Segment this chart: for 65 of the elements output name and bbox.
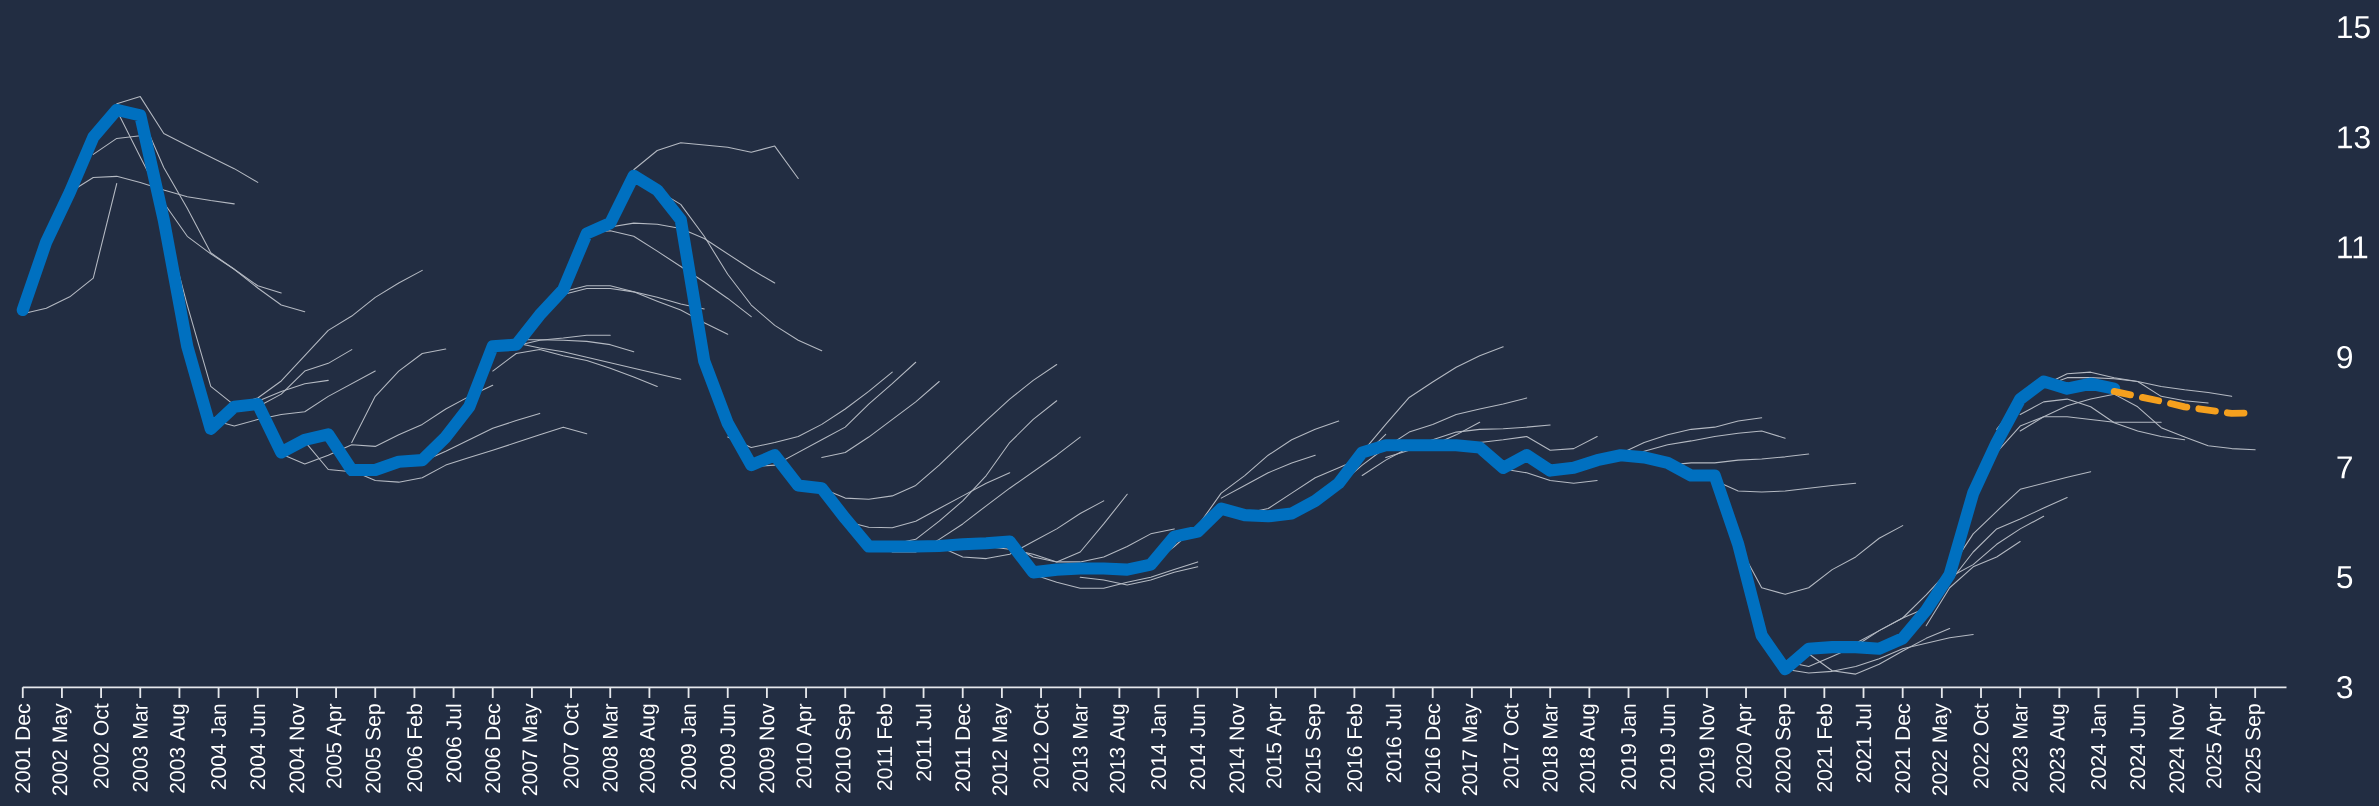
x-tick-label: 2005 Apr [326,703,346,789]
x-tick-label: 2015 Sep [1305,704,1325,793]
x-tick-label: 2025 Sep [2245,704,2265,793]
x-tick-label: 2004 Jan [211,704,227,790]
x-tick-label: 2009 Jan [681,704,697,790]
x-tick-label: 2012 May [992,703,1012,796]
x-tick-label: 2008 Aug [639,704,659,793]
x-tick-label: 2012 Oct [1033,703,1049,789]
x-tick-label: 2017 May [1462,703,1482,796]
x-tick-label: 2006 Feb [406,704,423,792]
x-tick-label: 2016 Feb [1346,704,1363,792]
x-tick-label: 2009 Nov [759,703,775,793]
x-tick-label: 2013 Mar [1072,703,1088,792]
x-tick-label: 2023 Mar [2012,703,2028,792]
x-tick-label: 2013 Aug [1109,704,1129,793]
x-tick-label: 2003 Aug [169,704,189,793]
x-tick-label: 2024 Nov [2169,703,2185,793]
x-tick-label: 2011 Feb [876,704,893,791]
y-tick-label: 15 [2338,16,2370,39]
y-tick-label: 3 [2337,676,2353,699]
x-tick-label: 2006 Jul [445,704,462,783]
x-tick-label: 2022 May [1932,703,1952,796]
x-tick-label: 2024 Jun [2130,704,2146,790]
x-tick-label: 2011 Dec [955,704,971,792]
y-tick-label: 11 [2338,236,2368,259]
x-tick-label: 2014 Jan [1151,704,1167,790]
x-tick-label: 2019 Jan [1621,704,1637,790]
x-tick-label: 2019 Jun [1660,704,1676,790]
x-tick-label: 2016 Dec [1425,704,1441,793]
x-tick-label: 2001 Dec [15,704,31,793]
y-tick-label: 13 [2338,126,2370,149]
y-tick-label: 9 [2337,346,2352,369]
x-tick-label: 2014 Nov [1229,703,1245,793]
x-tick-label: 2007 Oct [563,703,579,789]
x-tick-label: 2008 Mar [602,703,618,792]
x-tick-label: 2010 Sep [835,704,855,793]
x-tick-label: 2021 Dec [1895,704,1911,793]
y-tick-label: 5 [2337,566,2353,589]
x-tick-label: 2020 Sep [1775,704,1795,793]
x-tick-label: 2025 Apr [2206,703,2226,789]
x-tick-label: 2015 Apr [1266,703,1286,789]
x-tick-label: 2018 Mar [1542,703,1558,792]
x-tick-label: 2004 Nov [289,703,305,793]
x-tick-label: 2011 Jul [915,704,932,781]
x-tick-label: 2021 Feb [1816,704,1833,792]
x-tick-label: 2006 Dec [485,704,501,793]
x-tick-label: 2019 Nov [1699,703,1715,793]
x-tick-label: 2003 Mar [132,703,148,792]
x-tick-label: 2005 Sep [365,704,385,793]
x-tick-label: 2004 Jun [250,704,266,790]
y-tick-label: 7 [2337,456,2352,479]
x-tick-label: 2017 Oct [1503,703,1519,789]
x-tick-label: 2016 Jul [1385,704,1402,783]
x-tick-label: 2021 Jul [1855,704,1872,783]
x-tick-label: 2018 Aug [1579,704,1599,793]
x-tick-label: 2022 Oct [1973,703,1989,789]
x-tick-label: 2020 Apr [1736,703,1756,789]
x-tick-label: 2024 Jan [2091,704,2106,790]
x-tick-label: 2014 Jun [1190,704,1206,790]
x-tick-label: 2010 Apr [796,703,816,789]
x-tick-label: 2023 Aug [2049,704,2069,793]
x-tick-label: 2002 May [52,703,72,796]
x-tick-label: 2002 Oct [93,703,109,789]
x-tick-label: 2009 Jun [720,704,736,790]
x-tick-label: 2007 May [522,703,542,796]
